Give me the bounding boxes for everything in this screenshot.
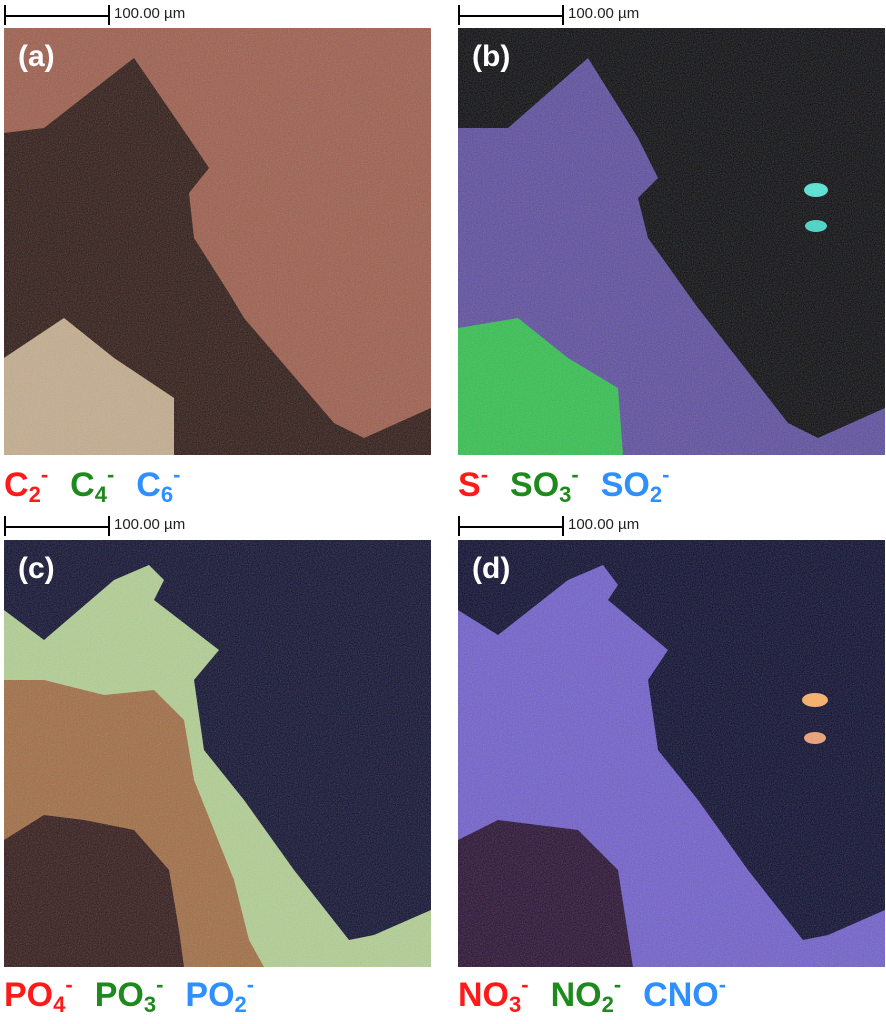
- ion-sub: 2: [649, 482, 663, 507]
- ion-sub: 6: [160, 482, 174, 507]
- ion-sub: 4: [94, 482, 107, 507]
- ion-charge: -: [65, 972, 73, 997]
- ion-base: PO: [4, 976, 54, 1014]
- ion-sub: 3: [143, 992, 157, 1017]
- panel-label: (c): [18, 552, 55, 585]
- ion-sub: 2: [234, 992, 247, 1017]
- ion-charge: -: [156, 972, 164, 997]
- ion-legend-b: S- SO3- SO2-: [458, 462, 691, 508]
- ion-label: CNO-: [643, 972, 726, 1014]
- panel-label: (a): [18, 40, 55, 73]
- ion-base: C: [4, 466, 29, 504]
- panel-label: (d): [472, 552, 511, 585]
- ion-charge: -: [662, 462, 670, 487]
- ion-label: SO2-: [600, 462, 670, 507]
- ion-charge: -: [571, 462, 579, 487]
- image-panel-c: (c): [4, 540, 431, 967]
- scale-bar-label: 100.00 µm: [568, 5, 640, 22]
- ion-sub: 3: [559, 482, 572, 507]
- ion-base: C: [136, 466, 161, 504]
- ion-base: C: [70, 466, 95, 504]
- scale-bar-label: 100.00 µm: [568, 516, 640, 533]
- ion-label: PO3-: [94, 972, 164, 1017]
- ion-sub: 4: [53, 992, 66, 1017]
- ion-legend-d: NO3- NO2- CNO-: [458, 972, 748, 1018]
- ion-charge: -: [613, 972, 622, 997]
- ion-charge: -: [40, 462, 49, 487]
- ion-label: SO3-: [510, 462, 579, 507]
- scale-bar-label: 100.00 µm: [114, 516, 186, 533]
- ion-legend-a: C2- C4- C6-: [4, 462, 202, 508]
- image-panel-a: (a): [4, 28, 431, 455]
- scale-bar-label: 100.00 µm: [114, 5, 186, 22]
- ion-label: C4-: [70, 462, 114, 507]
- ion-legend-c: PO4- PO3- PO2-: [4, 972, 276, 1018]
- ion-sub: 2: [28, 482, 41, 507]
- ion-base: NO: [458, 976, 509, 1014]
- panel-label: (b): [472, 40, 511, 73]
- ion-base: SO: [600, 466, 650, 504]
- ion-base: PO: [94, 976, 144, 1014]
- ion-sub: 3: [509, 992, 522, 1017]
- ion-charge: -: [718, 972, 727, 997]
- ion-label: C6-: [136, 462, 180, 507]
- ion-label: PO2-: [185, 972, 254, 1017]
- ion-charge: -: [246, 972, 255, 997]
- ion-charge: -: [521, 972, 529, 997]
- ion-sub: 2: [601, 992, 614, 1017]
- ion-charge: -: [480, 462, 489, 487]
- ion-charge: -: [106, 462, 115, 487]
- ion-label: S-: [458, 462, 488, 504]
- ion-label: NO2-: [550, 972, 622, 1017]
- ion-base: CNO: [643, 976, 719, 1014]
- image-panel-b: (b): [458, 28, 885, 455]
- ion-label: PO4-: [4, 972, 73, 1017]
- ion-label: NO3-: [458, 972, 529, 1017]
- image-panel-d: (d): [458, 540, 885, 967]
- ion-base: NO: [550, 976, 602, 1014]
- ion-base: PO: [185, 976, 235, 1014]
- ion-base: SO: [510, 466, 560, 504]
- ion-charge: -: [173, 462, 181, 487]
- ion-label: C2-: [4, 462, 48, 507]
- ion-base: S: [458, 466, 481, 504]
